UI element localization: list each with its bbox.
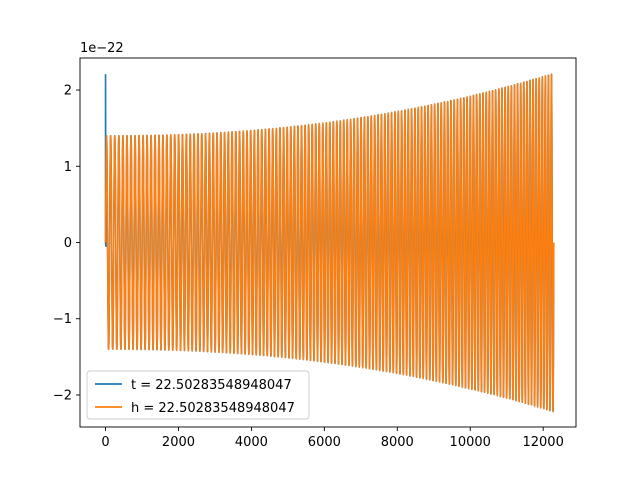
y-tick-label: −1 (53, 312, 72, 327)
x-tick-label: 12000 (522, 435, 563, 450)
legend-box (86, 370, 310, 420)
y-tick-label: 1 (64, 160, 72, 175)
y-offset-label: 1e−22 (80, 41, 124, 56)
y-tick-label: −2 (53, 388, 72, 403)
x-axis: 0 2000 4000 6000 8000 10000 12000 (101, 427, 564, 450)
series-line-h (104, 73, 555, 413)
plot-area (104, 73, 555, 413)
x-tick-label: 4000 (235, 435, 268, 450)
x-tick-label: 8000 (381, 435, 414, 450)
legend-label-t: t = 22.50283548948047 (131, 378, 292, 393)
x-tick-label: 0 (101, 435, 109, 450)
x-tick-label: 2000 (162, 435, 195, 450)
y-axis: −2 −1 0 1 2 (53, 84, 80, 403)
x-tick-label: 10000 (450, 435, 491, 450)
y-tick-label: 0 (64, 236, 72, 251)
legend-label-h: h = 22.50283548948047 (131, 401, 295, 416)
y-tick-label: 2 (64, 84, 72, 99)
legend: t = 22.50283548948047 h = 22.50283548948… (86, 370, 310, 420)
x-tick-label: 6000 (308, 435, 341, 450)
series-layer (104, 73, 555, 413)
